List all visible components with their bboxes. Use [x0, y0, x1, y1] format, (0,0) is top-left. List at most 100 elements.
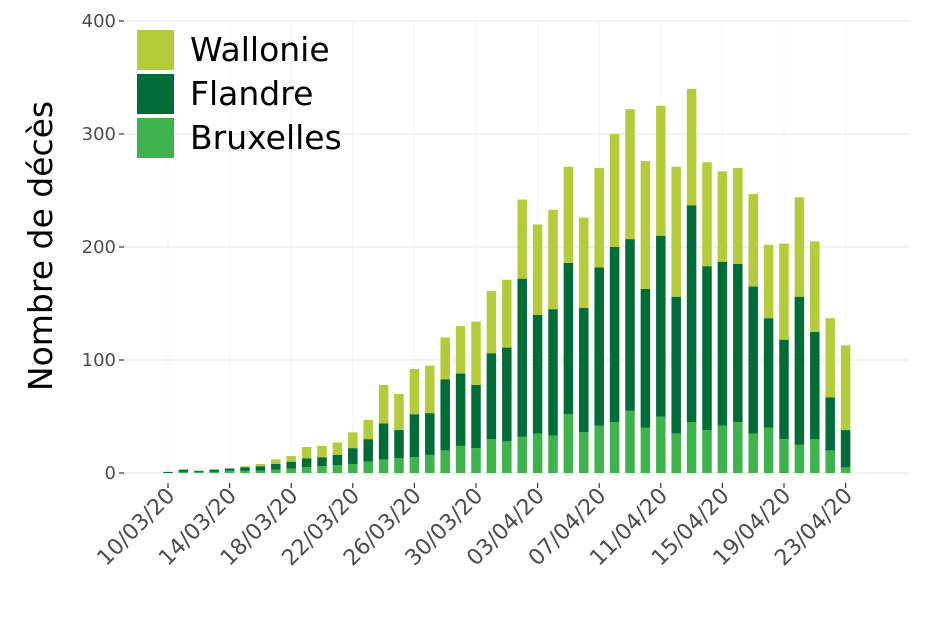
bar-wallonie-01-04-20 [502, 279, 512, 348]
y-tick-label: 100 [82, 350, 116, 371]
bar-flandre-17-03-20 [271, 463, 281, 470]
bar-bruxelles-16-04-20 [733, 422, 743, 473]
bar-flandre-16-03-20 [255, 466, 266, 471]
bar-wallonie-07-04-20 [594, 167, 604, 268]
bar-bruxelles-05-04-20 [563, 414, 574, 473]
bar-flandre-23-03-20 [363, 439, 373, 462]
bar-wallonie-22-03-20 [348, 432, 358, 449]
bar-bruxelles-15-04-20 [717, 425, 728, 473]
bar-flandre-19-04-20 [779, 339, 789, 440]
bar-flandre-25-03-20 [394, 430, 404, 459]
bar-bruxelles-09-04-20 [625, 410, 635, 473]
bar-flandre-12-04-20 [671, 296, 681, 434]
bar-flandre-10-03-20 [163, 471, 173, 473]
bar-flandre-27-03-20 [425, 413, 435, 455]
legend-label-bruxelles: Bruxelles [190, 118, 342, 157]
bar-flandre-18-03-20 [286, 461, 296, 469]
bar-flandre-14-04-20 [702, 266, 712, 431]
bar-flandre-11-03-20 [178, 469, 189, 472]
bar-flandre-07-04-20 [594, 267, 604, 426]
bar-wallonie-18-03-20 [286, 456, 296, 462]
y-tick-label: 0 [105, 463, 116, 484]
bar-flandre-19-03-20 [301, 458, 312, 468]
bar-wallonie-23-04-20 [840, 345, 851, 431]
bar-flandre-30-03-20 [471, 384, 481, 449]
bar-wallonie-14-04-20 [702, 162, 712, 267]
bar-wallonie-29-03-20 [455, 326, 466, 374]
bar-bruxelles-15-03-20 [240, 470, 250, 473]
bar-flandre-16-04-20 [733, 263, 743, 423]
bar-bruxelles-12-03-20 [194, 471, 204, 473]
bar-flandre-09-04-20 [625, 239, 635, 411]
legend-swatch-bruxelles [137, 118, 174, 158]
bar-flandre-12-03-20 [194, 470, 204, 472]
bar-flandre-08-04-20 [609, 247, 620, 423]
bar-flandre-18-04-20 [763, 318, 774, 428]
bar-wallonie-23-03-20 [363, 419, 373, 440]
bar-wallonie-17-04-20 [748, 193, 758, 287]
bar-bruxelles-03-04-20 [532, 433, 543, 473]
bar-wallonie-17-03-20 [271, 459, 281, 464]
bar-bruxelles-17-03-20 [271, 469, 281, 473]
bar-flandre-20-04-20 [794, 296, 805, 445]
bar-flandre-20-03-20 [317, 457, 327, 467]
bar-flandre-28-03-20 [440, 379, 450, 451]
bar-flandre-29-03-20 [455, 373, 466, 446]
bar-wallonie-26-03-20 [409, 369, 420, 415]
bar-wallonie-16-04-20 [733, 167, 743, 264]
bar-bruxelles-02-04-20 [517, 436, 527, 473]
bar-bruxelles-17-04-20 [748, 433, 758, 473]
bar-flandre-15-04-20 [717, 261, 728, 426]
legend: Wallonie Flandre Bruxelles [137, 30, 342, 158]
bar-flandre-13-03-20 [209, 469, 219, 472]
bar-bruxelles-31-03-20 [486, 439, 497, 473]
bar-bruxelles-11-04-20 [656, 416, 666, 473]
bar-bruxelles-21-04-20 [810, 439, 820, 473]
y-tick-label: 200 [82, 237, 116, 258]
bar-bruxelles-30-03-20 [471, 448, 481, 473]
bar-flandre-11-04-20 [656, 235, 666, 417]
legend-swatch-flandre [137, 74, 174, 114]
bar-wallonie-05-04-20 [563, 166, 574, 263]
bar-bruxelles-08-04-20 [609, 422, 620, 473]
bar-bruxelles-06-04-20 [579, 432, 589, 473]
bar-flandre-21-04-20 [810, 331, 820, 440]
bar-bruxelles-24-03-20 [378, 459, 389, 473]
bar-flandre-03-04-20 [532, 314, 543, 434]
y-axis: 0 100 200 300 400 [82, 11, 124, 484]
bar-bruxelles-16-03-20 [255, 470, 266, 473]
bar-wallonie-19-03-20 [301, 447, 312, 459]
bar-wallonie-04-04-20 [548, 209, 558, 310]
bar-flandre-31-03-20 [486, 353, 497, 440]
bar-bruxelles-10-04-20 [640, 427, 651, 473]
bar-flandre-15-03-20 [240, 467, 250, 471]
bar-bruxelles-14-03-20 [224, 470, 235, 473]
bar-flandre-04-04-20 [548, 309, 558, 436]
bar-wallonie-20-04-20 [794, 197, 805, 297]
x-axis: 10/03/2014/03/2018/03/2022/03/2026/03/20… [93, 483, 858, 571]
bar-bruxelles-19-03-20 [301, 467, 312, 473]
bar-wallonie-08-04-20 [609, 134, 620, 247]
bar-bruxelles-11-03-20 [178, 471, 189, 473]
bar-flandre-23-04-20 [840, 430, 851, 468]
bar-bruxelles-07-04-20 [594, 425, 604, 473]
bar-bruxelles-14-04-20 [702, 430, 712, 473]
bar-flandre-14-03-20 [224, 468, 235, 471]
bar-flandre-10-04-20 [640, 288, 651, 428]
bar-bruxelles-20-03-20 [317, 466, 327, 473]
bar-wallonie-16-03-20 [255, 463, 266, 467]
bar-wallonie-09-04-20 [625, 109, 635, 240]
bar-wallonie-18-04-20 [763, 244, 774, 319]
y-axis-title: Nombre de décès [21, 101, 60, 391]
bar-wallonie-27-03-20 [425, 365, 435, 414]
bar-wallonie-03-04-20 [532, 224, 543, 315]
bar-wallonie-11-04-20 [656, 105, 666, 236]
bar-bruxelles-23-04-20 [840, 467, 851, 473]
bar-bruxelles-27-03-20 [425, 454, 435, 473]
bar-wallonie-19-04-20 [779, 243, 789, 340]
bar-wallonie-20-03-20 [317, 445, 327, 458]
bar-bruxelles-13-03-20 [209, 471, 219, 473]
bar-wallonie-02-04-20 [517, 199, 527, 279]
bar-bruxelles-22-03-20 [348, 463, 358, 473]
